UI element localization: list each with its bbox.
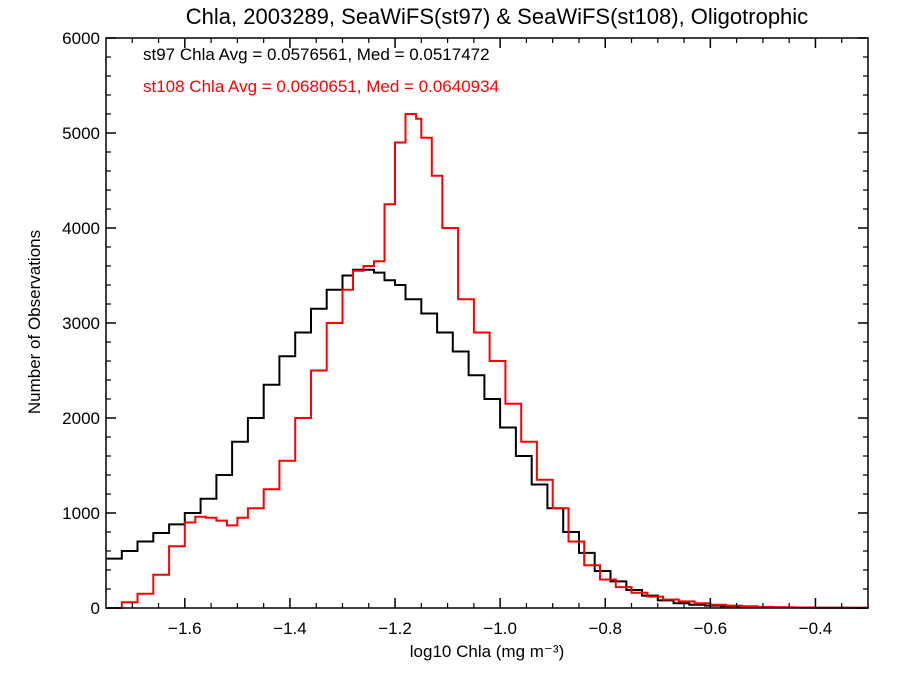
chart-title: Chla, 2003289, SeaWiFS(st97) & SeaWiFS(s… [186,4,808,29]
series-line-1 [106,268,869,609]
x-tick-label: −0.6 [694,619,728,638]
x-tick-label: −1.4 [273,619,307,638]
x-axis-label: log10 Chla (mg m⁻³) [410,642,564,661]
plot-frame [105,37,869,609]
x-tick-label: −1.6 [168,619,202,638]
annotation-st108: st108 Chla Avg = 0.0680651, Med = 0.0640… [143,77,499,96]
x-tick-label: −0.4 [799,619,833,638]
y-tick-label: 2000 [62,409,100,428]
series-line-2 [106,113,869,609]
y-axis-label: Number of Observations [25,230,44,414]
x-tick-label: −0.8 [588,619,622,638]
axes-layer: −1.6 −1.4 −1.2 −1.0 −0.8 −0.6 −0.4 0 1000 2000 300… [62,29,868,638]
y-tick-label: 6000 [62,29,100,48]
y-tick-label: 5000 [62,124,100,143]
y-tick-label: 3000 [62,314,100,333]
series-layer [106,113,869,609]
annotation-st97: st97 Chla Avg = 0.0576561, Med = 0.05174… [143,45,490,64]
x-tick-label: −1.0 [483,619,517,638]
x-tick-label: −1.2 [378,619,412,638]
y-tick-label: 4000 [62,219,100,238]
y-tick-label: 1000 [62,504,100,523]
y-tick-label: 0 [91,599,100,618]
